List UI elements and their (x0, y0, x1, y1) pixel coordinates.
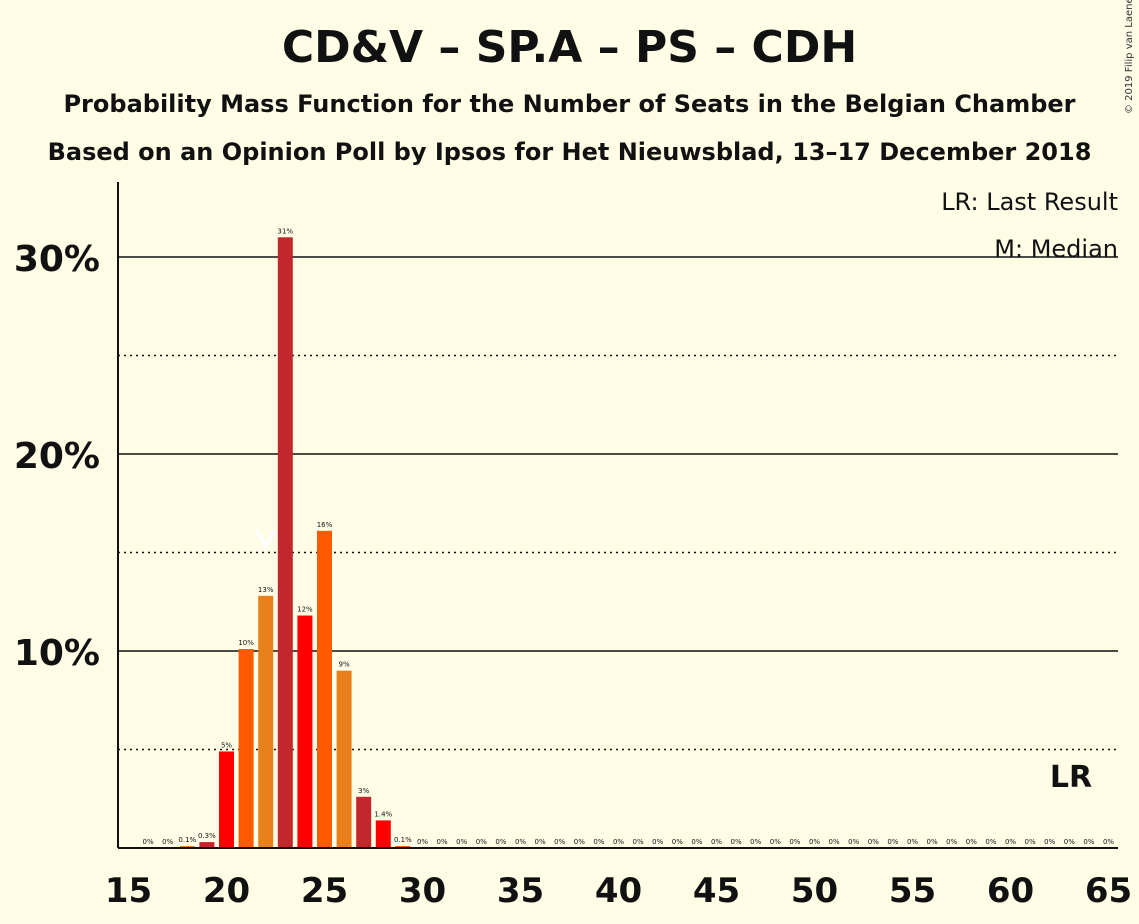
bar-label-seat-43: 0% (672, 838, 683, 846)
x-tick-label: 50 (791, 871, 838, 911)
bar-seat-23 (277, 237, 293, 849)
bar-seat-28 (375, 820, 391, 848)
bar-label-seat-20: 5% (221, 741, 232, 749)
chart-subtitle-2: Based on an Opinion Poll by Ipsos for He… (47, 138, 1092, 166)
median-marker-group (254, 529, 277, 551)
bar-label-seat-36: 0% (535, 838, 546, 846)
x-tick-label: 20 (203, 871, 250, 911)
x-tick-label: 30 (399, 871, 446, 911)
bar-label-seat-50: 0% (809, 838, 820, 846)
bar-label-seat-24: 12% (297, 606, 313, 614)
bar-label-seat-58: 0% (966, 838, 977, 846)
bar-label-seat-25: 16% (317, 521, 333, 529)
bar-label-seat-32: 0% (456, 838, 467, 846)
bar-label-seat-54: 0% (887, 838, 898, 846)
bar-label-seat-61: 0% (1025, 838, 1036, 846)
bar-label-seat-59: 0% (985, 838, 996, 846)
bar-label-seat-30: 0% (417, 838, 428, 846)
x-tick-label: 65 (1085, 871, 1132, 911)
last-result-label: LR (1050, 760, 1092, 795)
bar-label-seat-41: 0% (633, 838, 644, 846)
bar-label-seat-52: 0% (848, 838, 859, 846)
x-tick-label: 55 (889, 871, 936, 911)
bar-label-seat-44: 0% (691, 838, 702, 846)
bar-label-seat-35: 0% (515, 838, 526, 846)
bar-label-seat-33: 0% (476, 838, 487, 846)
chart-title: CD&V – SP.A – PS – CDH (281, 22, 858, 73)
bar-label-seat-65: 0% (1103, 838, 1114, 846)
y-axis: 10% 20% 30% (14, 182, 119, 848)
bar-seat-20 (219, 751, 234, 848)
bars-group (179, 237, 411, 849)
bar-label-seat-46: 0% (731, 838, 742, 846)
bar-seat-24 (297, 615, 313, 848)
bar-seat-22 (258, 595, 274, 848)
bar-label-seat-16: 0% (143, 838, 154, 846)
x-tick-label: 35 (497, 871, 544, 911)
bar-label-seat-45: 0% (711, 838, 722, 846)
bar-label-seat-28: 1.4% (374, 810, 392, 818)
chart-subtitle-1: Probability Mass Function for the Number… (63, 90, 1076, 118)
bar-label-seat-22: 13% (258, 586, 274, 594)
bar-label-seat-29: 0.1% (394, 836, 412, 844)
bar-label-seat-49: 0% (789, 838, 800, 846)
bar-label-seat-57: 0% (946, 838, 957, 846)
bar-label-seat-27: 3% (358, 787, 369, 795)
bar-label-seat-64: 0% (1083, 838, 1094, 846)
x-tick-label: 40 (595, 871, 642, 911)
bar-label-seat-34: 0% (495, 838, 506, 846)
median-marker (254, 529, 277, 551)
x-tick-label: 15 (105, 871, 152, 911)
x-tick-label: 45 (693, 871, 740, 911)
bar-label-seat-42: 0% (652, 838, 663, 846)
bar-label-seat-55: 0% (907, 838, 918, 846)
bar-label-seat-51: 0% (829, 838, 840, 846)
bar-label-seat-23: 31% (278, 227, 294, 235)
bar-label-seat-21: 10% (238, 639, 254, 647)
bar-seat-26 (336, 670, 352, 848)
bar-label-seat-39: 0% (593, 838, 604, 846)
bar-label-seat-63: 0% (1064, 838, 1075, 846)
bar-label-seat-53: 0% (868, 838, 879, 846)
bar-seat-21 (238, 649, 254, 848)
bar-label-seat-38: 0% (574, 838, 585, 846)
bar-label-seat-26: 9% (339, 661, 350, 669)
bar-label-seat-56: 0% (927, 838, 938, 846)
x-axis: 15 20 25 30 35 40 45 50 55 60 65 (105, 847, 1132, 911)
bar-label-seat-37: 0% (554, 838, 565, 846)
y-tick-label: 10% (14, 633, 100, 674)
bar-label-seat-62: 0% (1044, 838, 1055, 846)
bar-label-seat-19: 0.3% (198, 832, 216, 840)
legend-last-result: LR: Last Result (941, 188, 1118, 216)
bar-label-seat-48: 0% (770, 838, 781, 846)
bar-labels-group: 0% 0% 0.1% 0.3%5%10%13%31%12%16%9%3%1.4%0.1… (143, 227, 1115, 846)
bar-label-seat-47: 0% (750, 838, 761, 846)
legend-median: M: Median (994, 235, 1118, 263)
bar-label-seat-40: 0% (613, 838, 624, 846)
bar-label-seat-17: 0% (162, 838, 173, 846)
x-tick-label: 60 (987, 871, 1034, 911)
bar-seat-27 (356, 796, 372, 848)
bar-label-seat-31: 0% (437, 838, 448, 846)
bar-label-seat-18: 0.1% (178, 836, 196, 844)
bar-seat-19 (199, 842, 215, 848)
y-tick-label: 30% (14, 239, 100, 280)
bar-label-seat-60: 0% (1005, 838, 1016, 846)
x-tick-label: 25 (301, 871, 348, 911)
bar-seat-25 (317, 530, 332, 848)
legend: LR: Last Result M: Median (941, 188, 1118, 263)
y-tick-label: 20% (14, 436, 100, 477)
